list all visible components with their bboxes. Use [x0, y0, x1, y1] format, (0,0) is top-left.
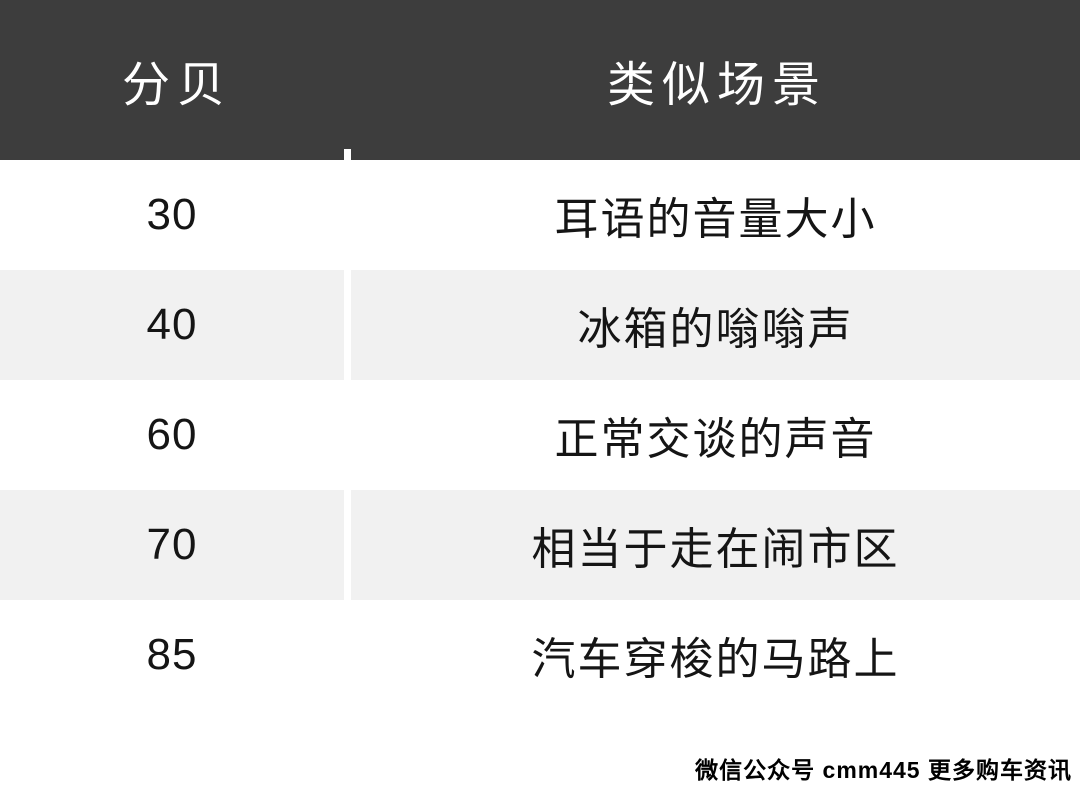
scene-label: 汽车穿梭的马路上	[531, 635, 900, 684]
table-row: 85 汽车穿梭的马路上	[0, 600, 1080, 710]
cell-decibel: 30	[0, 160, 344, 270]
column-divider	[344, 380, 351, 490]
table-row: 70 相当于走在闹市区	[0, 490, 1080, 600]
scene-label: 正常交谈的声音	[554, 415, 877, 464]
header-cell-decibel: 分贝	[0, 0, 347, 160]
column-divider	[344, 270, 351, 380]
decibel-value: 70	[146, 520, 198, 569]
decibel-value: 85	[146, 630, 198, 679]
header-cell-scene: 类似场景	[347, 0, 1080, 160]
table-row: 40 冰箱的嗡嗡声	[0, 270, 1080, 380]
table-row: 60 正常交谈的声音	[0, 380, 1080, 490]
table-header-row: 分贝 类似场景	[0, 0, 1080, 160]
scene-label: 冰箱的嗡嗡声	[577, 305, 854, 354]
cell-decibel: 60	[0, 380, 344, 490]
watermark-text: 微信公众号 cmm445 更多购车资讯	[695, 757, 1072, 783]
cell-scene: 汽车穿梭的马路上	[351, 600, 1080, 710]
header-label-scene: 类似场景	[606, 59, 827, 112]
decibel-value: 30	[146, 190, 198, 239]
cell-scene: 冰箱的嗡嗡声	[351, 270, 1080, 380]
scene-label: 相当于走在闹市区	[531, 525, 900, 574]
cell-decibel: 85	[0, 600, 344, 710]
decibel-table: 分贝 类似场景 30 耳语的音量大小 40 冰箱的嗡嗡声	[0, 0, 1080, 710]
cell-decibel: 40	[0, 270, 344, 380]
column-divider	[344, 490, 351, 600]
decibel-value: 60	[146, 410, 198, 459]
cell-scene: 正常交谈的声音	[351, 380, 1080, 490]
cell-scene: 相当于走在闹市区	[351, 490, 1080, 600]
cell-scene: 耳语的音量大小	[351, 160, 1080, 270]
column-divider	[344, 160, 351, 270]
header-label-decibel: 分贝	[121, 59, 232, 112]
column-divider-notch	[344, 149, 351, 161]
column-divider	[344, 600, 351, 710]
scene-label: 耳语的音量大小	[554, 195, 877, 244]
table-row: 30 耳语的音量大小	[0, 160, 1080, 270]
decibel-value: 40	[146, 300, 198, 349]
cell-decibel: 70	[0, 490, 344, 600]
